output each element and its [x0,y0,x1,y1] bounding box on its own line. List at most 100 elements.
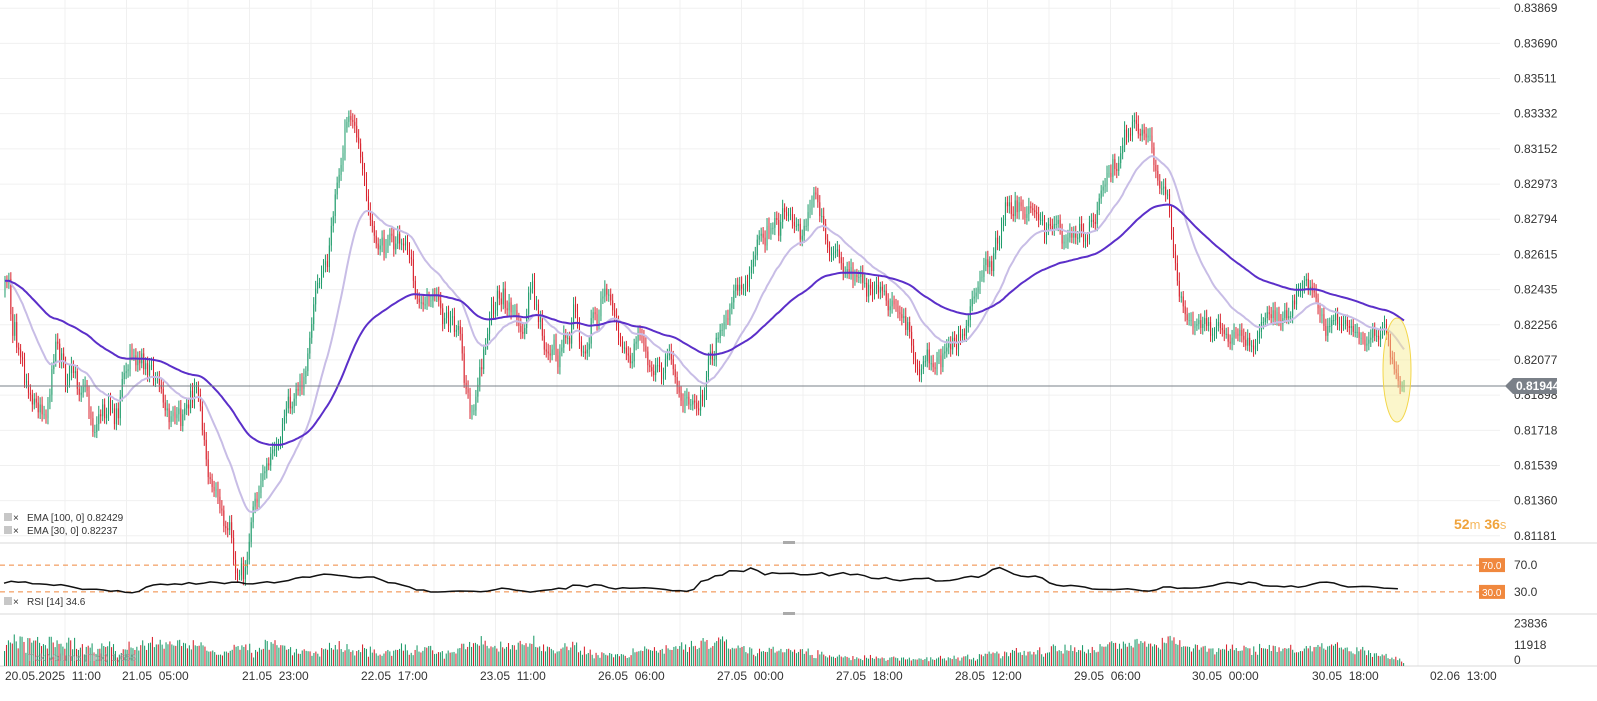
volume-bar [387,649,389,666]
volume-bar [1080,650,1082,666]
candle-body [14,322,16,336]
rsi-settings-icon[interactable] [4,597,12,605]
volume-bar [858,658,860,666]
rsi-indicator-label: RSI [14] 34.6 [27,597,86,608]
volume-bar [537,647,539,666]
candle-body [750,267,752,273]
volume-bar [572,641,574,666]
volume-bar [887,659,889,666]
candle-body [631,361,633,364]
candle-body [281,424,283,442]
legend-settings-icon[interactable] [4,526,12,534]
candle-body [1087,237,1089,240]
candle-body [35,398,37,403]
candle-body [616,316,618,325]
candle-body [625,347,627,354]
candle-body [1399,380,1401,387]
volume-bar [1189,646,1191,666]
candle-body [432,294,434,301]
volume-bar [1046,652,1049,666]
pane-resize-handle[interactable] [783,612,795,615]
candle-body [1077,237,1079,239]
candle-body [1128,133,1130,138]
volume-bar [930,657,932,666]
candle-body [1378,335,1380,340]
volume-bar [147,643,150,666]
candle-body [248,541,250,560]
volume-bar [1206,651,1208,666]
volume-bar [70,640,72,666]
candle-body [1022,206,1024,215]
ema-100-line [4,203,1405,446]
volume-bar [118,654,120,666]
candle-body [422,302,424,305]
volume-bar [1031,654,1033,666]
pane-resize-handle[interactable] [783,541,795,544]
candle-body [192,390,194,403]
candle-body [946,347,948,352]
volume-bar [173,645,175,666]
candle-body [133,355,135,357]
volume-bar [1237,651,1239,666]
volume-bar [634,652,636,666]
volume-bar [511,644,513,666]
candle-body [1188,320,1190,322]
volume-bar [1375,653,1377,666]
volume-bar [827,657,829,666]
volume-bar [677,648,679,666]
volume-bar [708,648,710,666]
volume-tick-label: 0 [1514,653,1521,667]
candle-body [883,290,885,292]
volume-bar [716,641,718,666]
candle-body [1208,322,1210,326]
volume-bar [235,646,237,666]
volume-bar [1138,643,1140,666]
volume-bar [1019,652,1021,666]
volume-bar [531,643,533,666]
candle-body [999,243,1001,245]
candle-body [483,349,485,370]
candle-body [879,286,881,293]
volume-bar [177,640,179,666]
volume-bar [1364,650,1366,666]
candle-body [885,290,887,301]
candle-body [555,339,557,356]
candle-body [772,227,774,229]
volume-bar [344,650,346,666]
legend-settings-icon[interactable] [4,513,12,521]
volume-bar [714,642,716,666]
candle-body [78,388,80,395]
candle-body [657,365,659,367]
volume-bar [994,653,996,666]
volume-bar [1087,649,1089,666]
candle-body [993,253,995,272]
volume-bar [455,653,457,666]
volume-bar [346,644,348,666]
volume-bar [7,640,9,666]
candle-body [1364,339,1366,346]
candle-body [326,261,328,268]
candle-body [747,280,749,287]
candle-body [74,371,76,374]
volume-bar [862,660,864,666]
candle-body [121,378,123,397]
volume-bar [1301,651,1303,666]
volume-bar [393,650,395,666]
volume-bar [29,638,31,666]
candle-body [1397,373,1399,381]
price-tick-label: 0.82435 [1514,283,1558,297]
volume-bar [823,654,825,666]
volume-bar [1128,642,1130,666]
rsi-line [3,566,1398,594]
volume-bar [655,650,657,666]
candle-body [915,359,917,368]
volume-bar [79,647,81,666]
volume-bar [521,644,523,666]
candle-body [61,353,63,362]
volume-bar [40,646,43,666]
candle-body [1286,310,1288,319]
candle-body [227,528,229,531]
candle-body [635,341,637,344]
